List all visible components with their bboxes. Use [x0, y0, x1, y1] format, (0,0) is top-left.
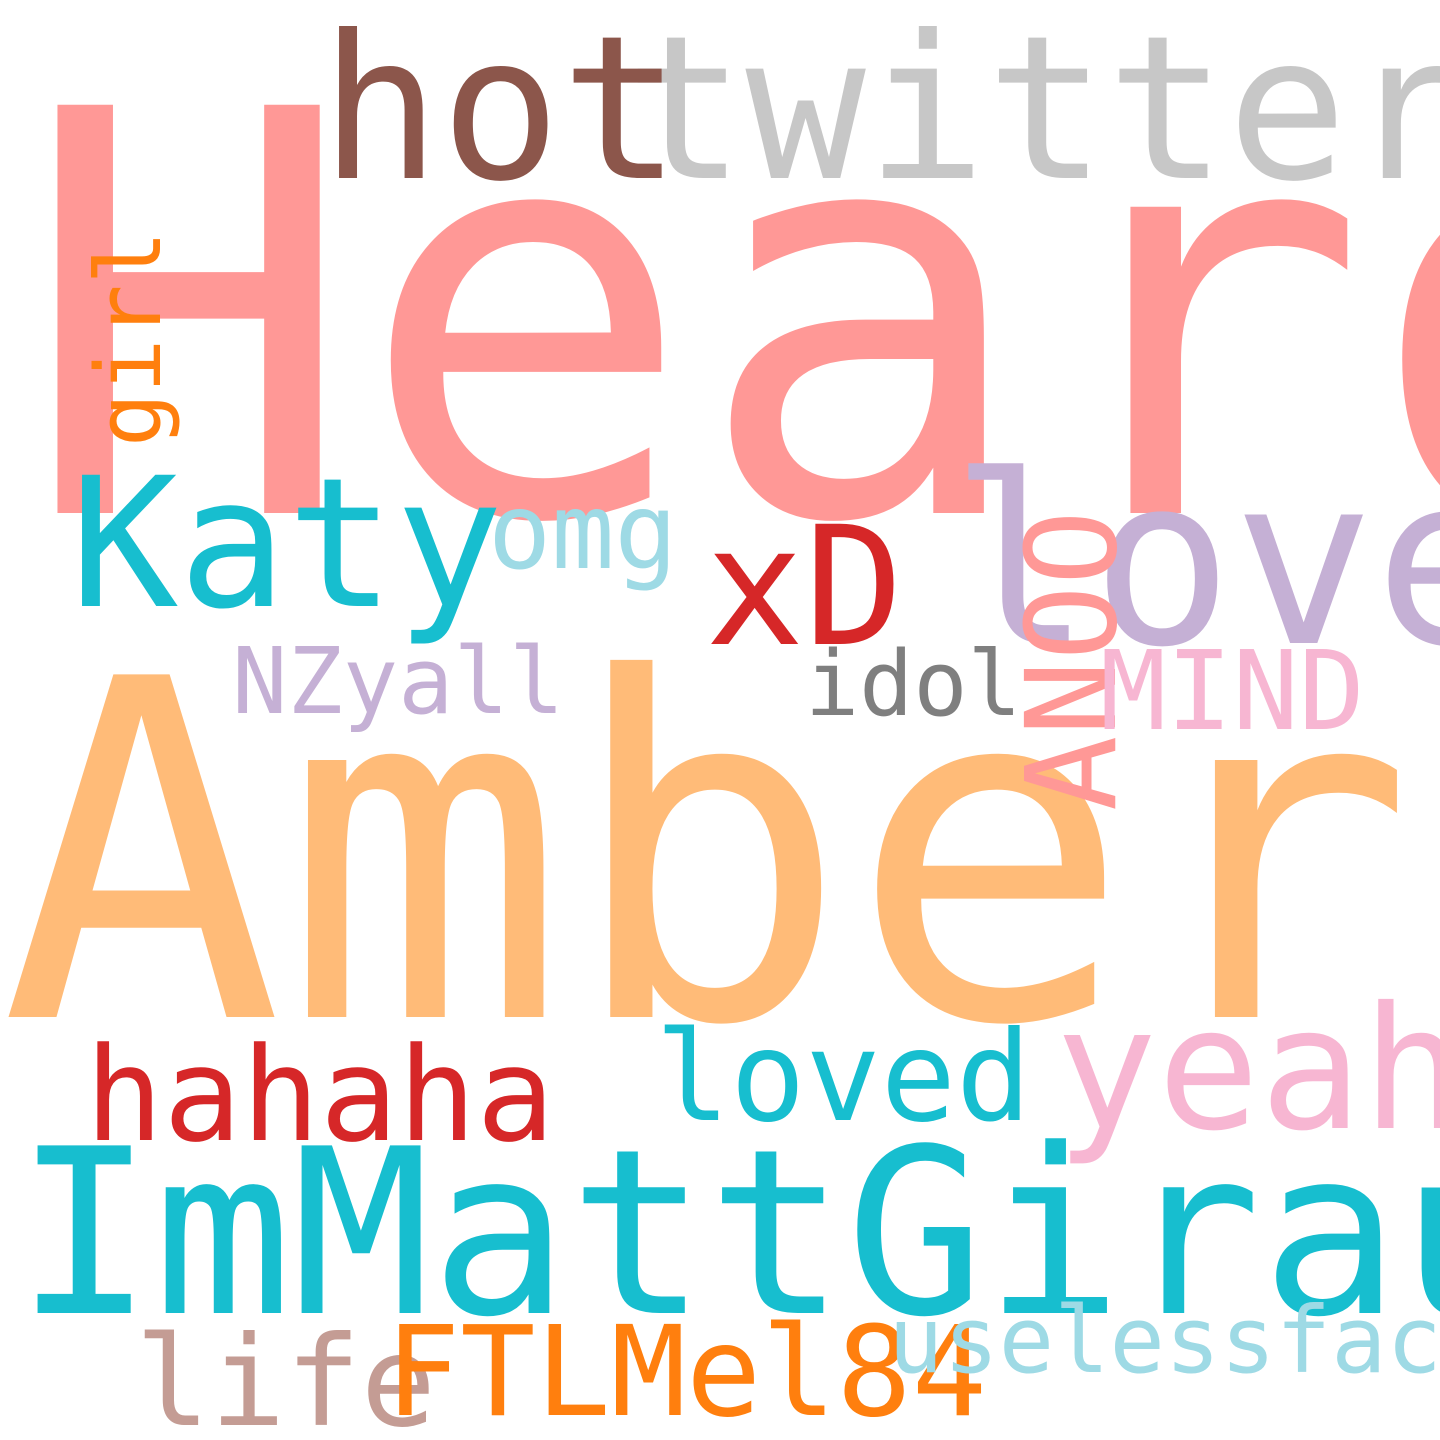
word-hot: hot	[320, 0, 682, 226]
word-life: life	[135, 1310, 437, 1440]
word-mind: MIND	[1100, 627, 1365, 755]
word-loved: loved	[655, 1005, 1032, 1150]
word-idol: idol	[805, 632, 1022, 737]
word-love: love	[950, 426, 1440, 699]
word-katy: Katy	[70, 440, 504, 649]
word-girl: girl	[77, 230, 182, 447]
word-uselessfact: uselessfact	[888, 1287, 1440, 1394]
word-xd: xD	[705, 491, 904, 683]
word-nzyall: NZyall	[232, 628, 565, 735]
word-twitter: twitter	[625, 0, 1440, 226]
word-hahaha: hahaha	[85, 1019, 555, 1171]
word-heard: Heard	[20, 0, 1440, 646]
word-yeah: yeah	[1055, 971, 1440, 1169]
word-omg: omg	[488, 471, 678, 593]
word-immattgiraud: ImMattGiraud	[15, 1101, 1440, 1368]
word-ftlmel84: FTLMel84	[385, 1300, 988, 1440]
word-amber: Amber	[0, 581, 1415, 1128]
